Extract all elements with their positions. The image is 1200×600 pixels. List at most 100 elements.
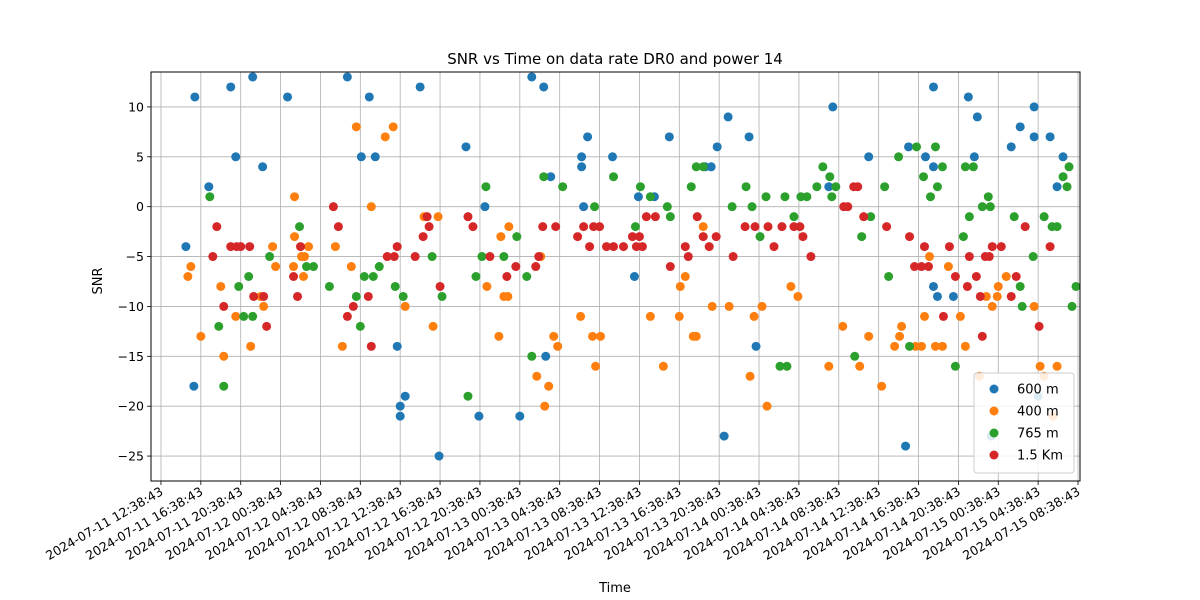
data-points [181,72,1081,461]
data-point [183,272,193,281]
data-point [544,381,554,391]
data-point [342,72,352,82]
data-point [234,281,244,291]
data-point [707,301,717,311]
y-tick-label: 0 [136,199,144,214]
data-point [461,142,471,152]
data-point [558,182,568,192]
data-point [433,212,443,222]
data-point [969,152,979,162]
data-point [388,122,398,132]
data-point [1064,162,1074,172]
data-point [527,72,537,82]
data-point [1052,182,1062,192]
data-point [964,252,974,262]
data-point [905,232,915,242]
data-point [504,222,514,232]
data-point [798,232,808,242]
data-point [422,212,432,222]
data-point [576,311,586,321]
data-point [522,272,532,281]
data-point [944,242,954,252]
data-point [850,351,860,361]
data-point [963,92,973,102]
y-tick-label: −25 [118,449,144,464]
data-point [950,272,960,281]
data-point [363,291,373,301]
data-point [380,132,390,142]
data-point [595,222,605,232]
data-point [1009,212,1019,222]
data-point [1067,301,1077,311]
data-point [750,222,760,232]
data-point [864,152,874,162]
data-point [827,192,837,202]
legend-box [973,372,1075,474]
data-point [958,232,968,242]
data-point [259,291,269,301]
data-point [789,212,799,222]
data-point [382,252,392,262]
data-point [719,431,729,441]
data-point [724,301,734,311]
data-point [480,202,490,212]
data-point [972,112,982,122]
data-point [901,441,911,451]
data-point [859,212,869,222]
data-point [825,172,835,182]
data-point [374,262,384,272]
data-point [400,391,410,401]
data-point [905,341,915,351]
data-point [1058,152,1068,162]
legend: 600 m 400 m 765 m 1.5 Km [973,372,1075,474]
data-point [950,361,960,371]
data-point [262,321,272,331]
data-point [245,242,255,252]
data-point [665,212,675,222]
data-point [890,341,900,351]
data-point [928,162,938,172]
data-point [368,272,378,281]
data-point [962,281,972,291]
data-point [356,152,366,162]
data-point [236,242,246,252]
data-point [289,262,299,272]
data-point [853,182,863,192]
data-point [602,242,612,252]
plot-frame [150,71,1081,482]
data-point [658,361,668,371]
data-point [943,262,953,272]
data-point [299,272,309,281]
data-point [698,162,708,172]
data-point [1001,272,1011,281]
data-point [400,301,410,311]
data-point [775,361,785,371]
data-point [634,232,644,242]
data-point [415,82,425,92]
data-point [777,222,787,232]
data-point [745,371,755,381]
data-point [1006,291,1016,301]
data-point [937,162,947,172]
data-point [434,451,444,461]
data-point [181,242,191,252]
data-point [831,182,841,192]
data-point [271,262,281,272]
data-point [468,222,478,232]
data-point [424,222,434,232]
data-point [712,142,722,152]
data-point [838,321,848,331]
data-point [249,291,259,301]
data-point [289,272,299,281]
data-point [1035,361,1045,371]
data-point [919,172,929,182]
data-point [248,72,258,82]
data-point [410,252,420,262]
data-point [662,202,672,212]
data-point [511,262,521,272]
data-point [938,311,948,321]
legend-marker [989,450,999,460]
data-point [763,222,773,232]
